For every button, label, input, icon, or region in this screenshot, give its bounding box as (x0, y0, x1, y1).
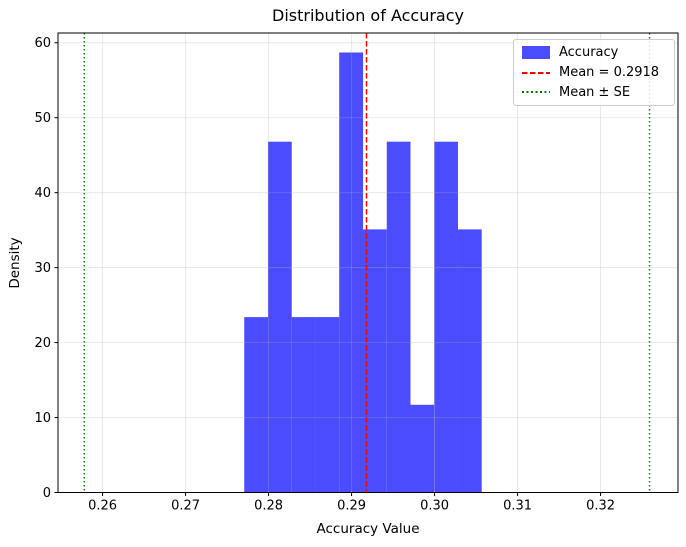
x-tick-label: 0.32 (586, 499, 615, 514)
y-tick-label: 60 (34, 36, 51, 51)
legend-label-mean: Mean = 0.2918 (559, 65, 660, 80)
legend-swatch-mean-se-dotted-line (522, 91, 550, 94)
x-axis-label: Accuracy Value (316, 521, 420, 537)
chart-title: Distribution of Accuracy (272, 6, 464, 25)
histogram-bar (339, 52, 364, 493)
histogram-bar (363, 229, 387, 493)
x-tick-label: 0.29 (337, 499, 366, 514)
legend-swatch-accuracy-patch (522, 46, 550, 60)
histogram-bar (386, 141, 411, 493)
y-tick-label: 0 (43, 486, 51, 501)
x-tick-label: 0.26 (88, 499, 117, 514)
legend-entry-accuracy: Accuracy (522, 43, 666, 63)
legend-swatch-mean-dashed-line (522, 71, 550, 74)
x-tick-label: 0.28 (254, 499, 283, 514)
y-tick-label: 50 (34, 111, 51, 126)
histogram-bar (315, 317, 340, 493)
x-tick-label: 0.27 (171, 499, 200, 514)
legend-label-mean-se: Mean ± SE (559, 84, 631, 100)
histogram-bar (291, 317, 316, 493)
x-tick-label: 0.30 (420, 499, 449, 514)
y-tick-label: 10 (34, 411, 51, 426)
histogram-bar (410, 404, 435, 493)
histogram-bar (267, 141, 292, 493)
histogram-bar (457, 229, 482, 493)
y-tick-label: 30 (34, 261, 51, 276)
legend: Accuracy Mean = 0.2918 Mean ± SE (513, 39, 675, 106)
legend-entry-mean: Mean = 0.2918 (522, 63, 666, 83)
histogram-bar (434, 141, 458, 493)
y-tick-label: 20 (34, 336, 51, 351)
y-axis-label: Density (7, 237, 23, 289)
axes-frame (57, 32, 679, 493)
x-tick-label: 0.31 (503, 499, 532, 514)
legend-label-accuracy: Accuracy (559, 45, 619, 61)
histogram-bar (244, 317, 268, 493)
y-tick-label: 40 (34, 186, 51, 201)
legend-entry-mean-se: Mean ± SE (522, 82, 666, 102)
